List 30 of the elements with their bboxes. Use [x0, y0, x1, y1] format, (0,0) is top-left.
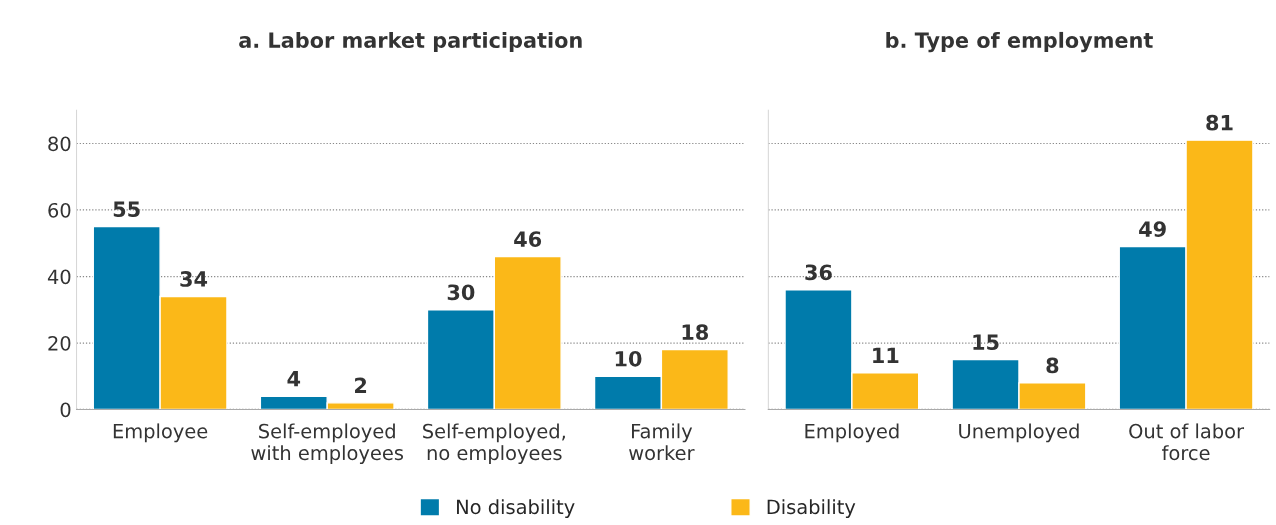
x-tick-label: Family worker: [629, 423, 695, 461]
data-label: 10: [615, 350, 642, 367]
y-tick-label: 0: [60, 402, 71, 418]
x-tick-label: Employed: [805, 423, 899, 443]
y-tick-label: 80: [48, 136, 71, 152]
x-tick-label: Unemployed: [959, 423, 1079, 443]
legend-label: Disability: [767, 499, 856, 518]
x-tick-label: Self-employed, no employees: [423, 423, 565, 464]
legend-label: No disability: [457, 499, 575, 518]
data-label: 46: [514, 231, 542, 247]
data-label: 49: [1139, 221, 1166, 237]
data-label: 18: [682, 324, 709, 341]
y-tick-label: 60: [48, 202, 71, 218]
chart-title: b. Type of employment: [886, 31, 1153, 53]
data-label: 11: [873, 347, 899, 364]
x-tick-label: Employee: [113, 423, 208, 443]
data-label: 30: [447, 284, 475, 301]
data-label: 36: [805, 264, 832, 281]
data-label: 55: [113, 201, 140, 218]
data-label: 2: [355, 377, 367, 393]
data-label: 81: [1206, 114, 1233, 131]
chart-title: a. Labor market participation: [239, 31, 582, 53]
x-tick-label: Self-employed with employees: [251, 423, 404, 464]
data-label: 8: [1046, 357, 1059, 374]
data-label: 4: [287, 371, 301, 387]
y-tick-label: 20: [48, 335, 71, 351]
x-tick-label: Out of labor force: [1129, 423, 1245, 461]
y-tick-label: 40: [47, 269, 71, 285]
data-label: 15: [973, 334, 999, 351]
data-label: 34: [180, 271, 208, 287]
